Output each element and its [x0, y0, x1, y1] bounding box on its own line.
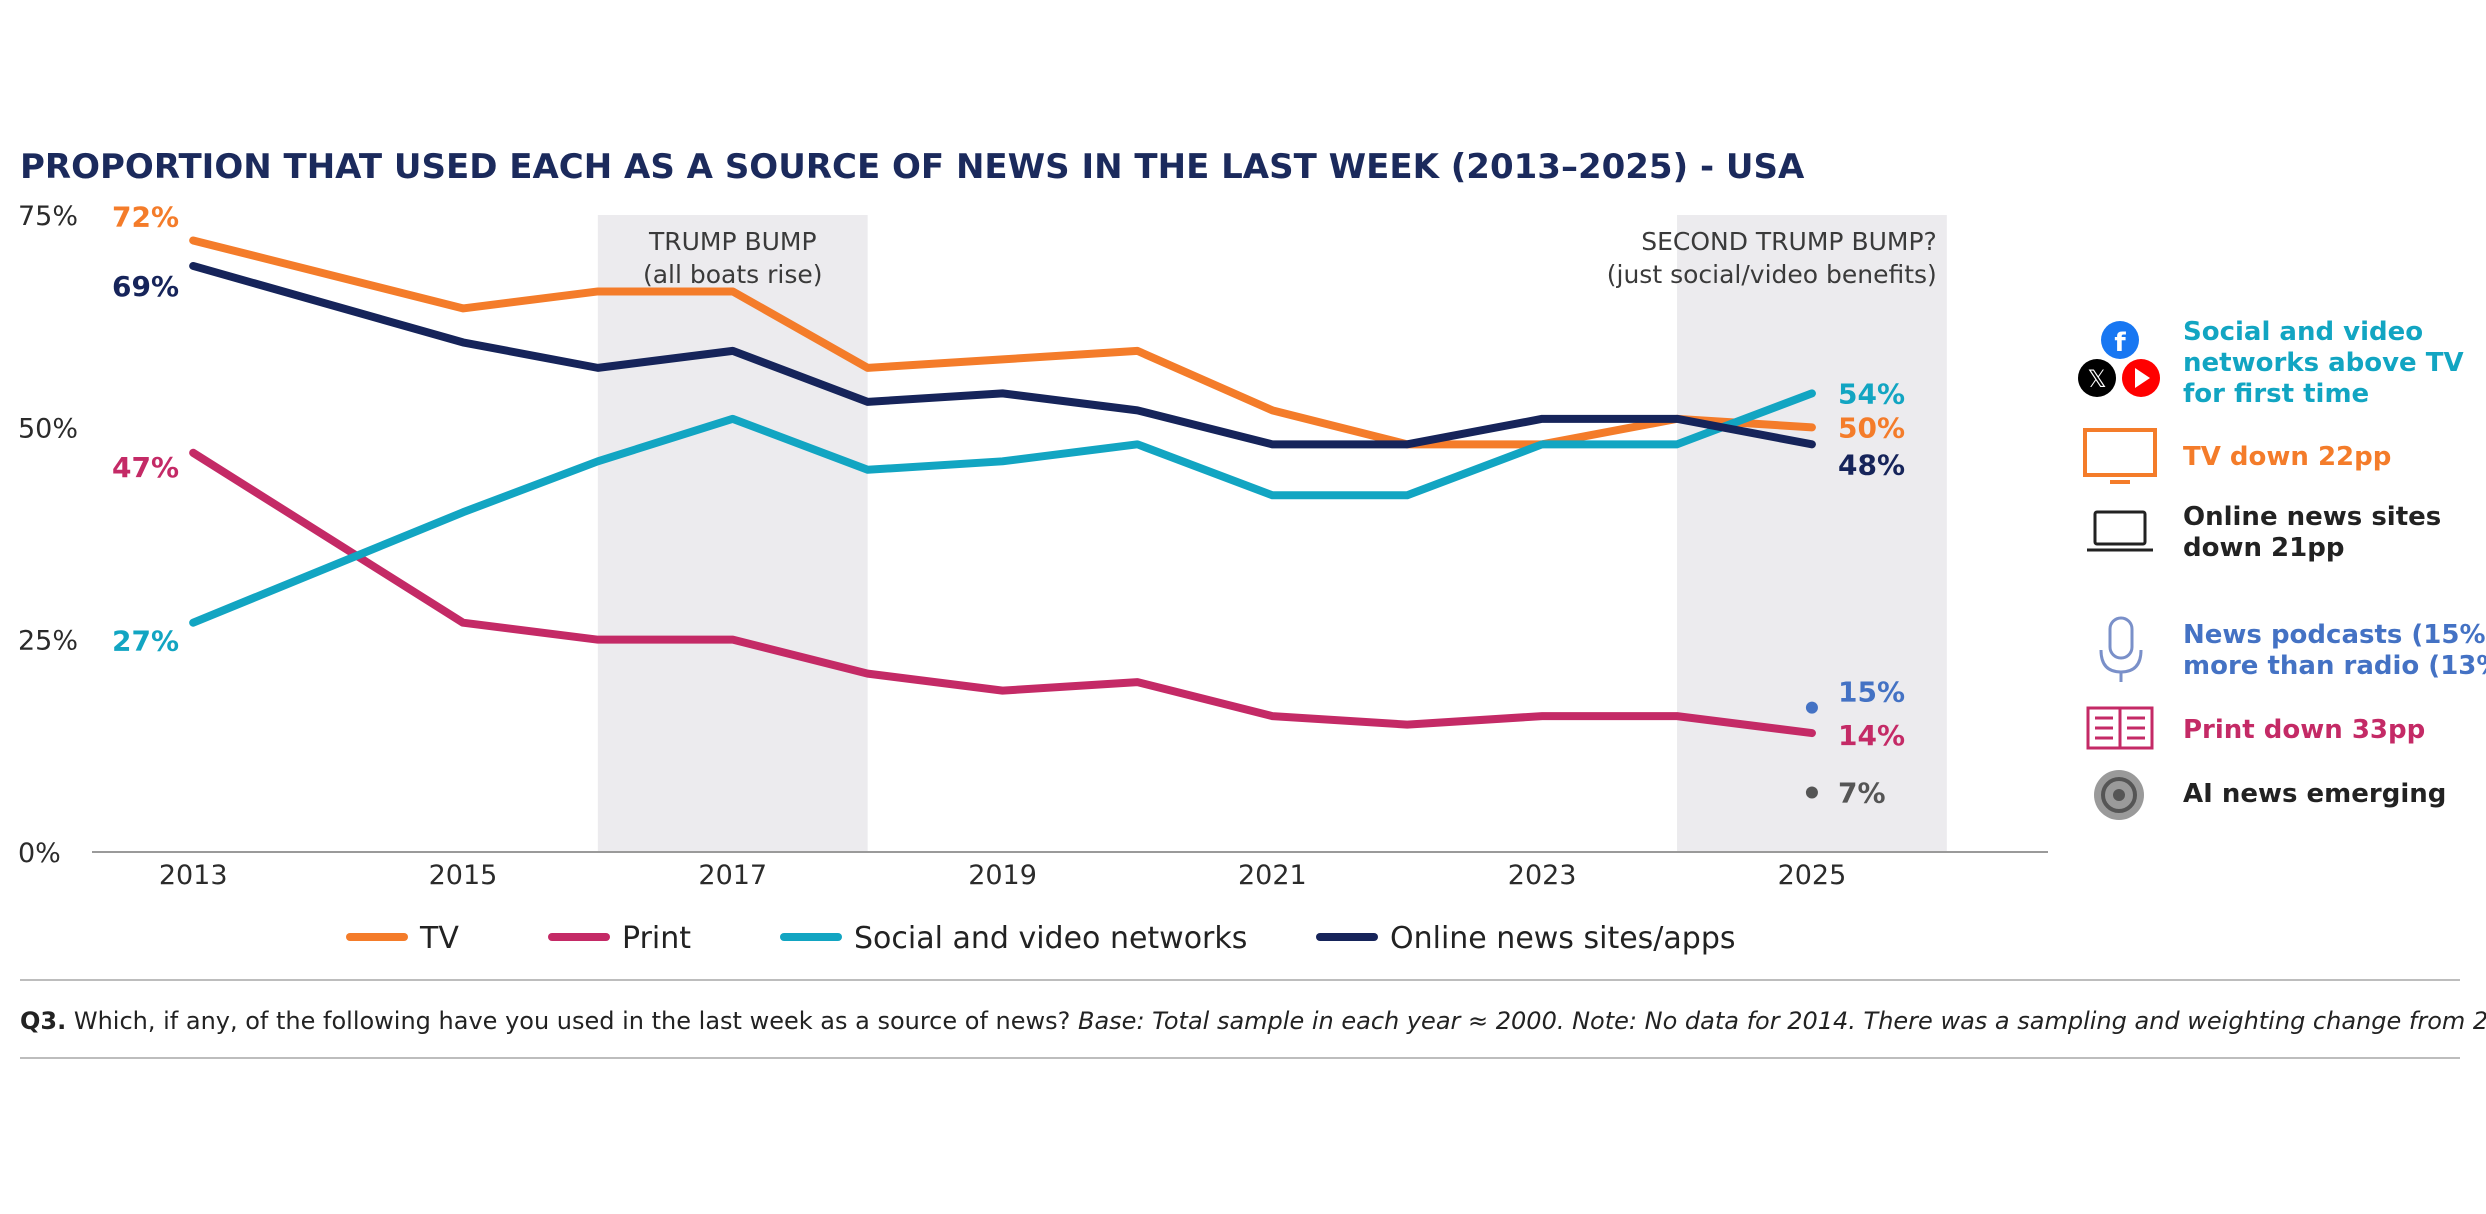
side-note-text: AI news emerging	[2183, 779, 2446, 809]
legend-label: TV	[419, 921, 459, 956]
legend-label: Social and video networks	[854, 921, 1247, 956]
series-start-label: 47%	[112, 451, 179, 484]
series-line-print	[189, 448, 1816, 738]
band-subtitle: (just social/video benefits)	[1607, 260, 1937, 289]
x-tick-label: 2021	[1238, 860, 1307, 891]
highlight-band-2	[1677, 215, 1947, 852]
side-note-text: Print down 33pp	[2183, 715, 2425, 745]
y-tick-label: 75%	[18, 201, 78, 232]
x-tick-label: 2015	[429, 860, 498, 891]
series-start-label: 72%	[112, 200, 179, 233]
footnote: Q3. Which, if any, of the following have…	[20, 1007, 2486, 1035]
series-end-label: 54%	[1838, 377, 1905, 410]
x-tick-label: 2025	[1778, 860, 1847, 891]
series-start-label: 69%	[112, 270, 179, 303]
y-tick-label: 25%	[18, 626, 78, 657]
newspaper-icon	[2086, 706, 2154, 750]
series-line-online-news-sites-apps	[189, 261, 1816, 449]
point-label: 15%	[1838, 676, 1905, 709]
legend-label: Print	[622, 921, 691, 956]
ai-logo-icon	[2094, 770, 2144, 820]
social-platforms-icon: f 𝕏	[2078, 321, 2160, 397]
point-label: 7%	[1838, 777, 1886, 810]
highlight-band-1	[597, 215, 868, 852]
legend-label: Online news sites/apps	[1390, 921, 1736, 956]
svg-text:f: f	[2114, 328, 2126, 358]
series-start-label: 27%	[112, 625, 179, 658]
side-note-text: TV down 22pp	[2183, 442, 2391, 472]
series-line-social-and-video-networks	[189, 389, 1816, 627]
side-note-text: Online news sites down 21pp	[2183, 502, 2441, 563]
y-tick-label: 0%	[18, 838, 61, 869]
x-tick-label: 2019	[968, 860, 1037, 891]
side-notes: f 𝕏	[2078, 317, 2486, 820]
band-title: TRUMP BUMP	[648, 227, 817, 256]
point-ai-news	[1805, 786, 1818, 799]
svg-text:𝕏: 𝕏	[2087, 365, 2106, 393]
point-news-podcasts	[1805, 701, 1818, 714]
x-tick-label: 2017	[698, 860, 767, 891]
x-tick-label: 2023	[1508, 860, 1577, 891]
series-end-label: 14%	[1838, 719, 1905, 752]
side-note-text: News podcasts (15%) more than radio (13%)	[2183, 620, 2486, 681]
footnote-label: Q3.	[20, 1007, 66, 1035]
legend: TV Print Social and video networks Online n…	[346, 921, 1736, 956]
laptop-icon	[2087, 510, 2153, 552]
series-end-label: 50%	[1838, 411, 1905, 444]
footnote-note: Base: Total sample in each year ≈ 2000. …	[1070, 1007, 2486, 1035]
x-tick-label: 2013	[159, 860, 228, 891]
tv-icon	[2083, 428, 2157, 484]
series-line-tv	[189, 236, 1816, 449]
side-note-text: Social and video networks above TV for fir…	[2183, 317, 2464, 409]
series-end-label: 48%	[1838, 448, 1905, 481]
band-title: SECOND TRUMP BUMP?	[1641, 227, 1937, 256]
chart-title: PROPORTION THAT USED EACH AS A SOURCE OF…	[20, 147, 1805, 187]
footnote-question: Which, if any, of the following have you…	[66, 1007, 1070, 1035]
microphone-icon	[2099, 616, 2143, 682]
band-subtitle: (all boats rise)	[643, 260, 823, 289]
y-tick-label: 50%	[18, 413, 78, 444]
